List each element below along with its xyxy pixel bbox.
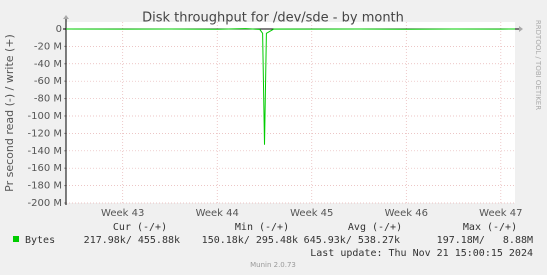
y-tick-label: -80 M xyxy=(34,94,62,105)
x-axis-arrow xyxy=(519,25,523,32)
legend-cell: 645.93k/ 538.27k xyxy=(304,235,400,246)
legend-header: Cur (-/+) xyxy=(113,222,167,233)
legend-cell: 217.98k/ 455.88k xyxy=(84,235,180,246)
y-tick-label: -100 M xyxy=(27,111,62,122)
x-tick-label: Week 44 xyxy=(196,208,239,219)
last-update: Last update: Thu Nov 21 15:00:15 2024 xyxy=(310,248,533,259)
watermark: RRDTOOL / TOBI OETIKER xyxy=(534,20,542,110)
footer: Munin 2.0.73 xyxy=(250,261,296,269)
y-tick-label: 0 xyxy=(56,24,62,35)
y-tick-label: -200 M xyxy=(27,198,62,209)
legend-swatch xyxy=(13,236,19,242)
legend-header: Min (-/+) xyxy=(235,222,289,233)
chart-title: Disk throughput for /dev/sde - by month xyxy=(142,11,404,26)
y-tick-label: -140 M xyxy=(27,146,62,157)
legend-cell: 150.18k/ 295.48k xyxy=(202,235,298,246)
x-tick-label: Week 46 xyxy=(385,208,428,219)
x-tick-label: Week 47 xyxy=(479,208,522,219)
legend-cell: 197.18M/ 8.88M xyxy=(437,235,533,246)
y-tick-label: -160 M xyxy=(27,163,62,174)
legend-header: Avg (-/+) xyxy=(348,222,402,233)
plot-area xyxy=(66,22,515,203)
y-tick-label: -60 M xyxy=(34,76,62,87)
x-tick-label: Week 45 xyxy=(290,208,333,219)
y-axis-arrow xyxy=(63,15,69,19)
data-line xyxy=(65,28,516,145)
y-tick-label: -20 M xyxy=(34,41,62,52)
legend-label: Bytes xyxy=(25,235,55,246)
y-tick-label: -120 M xyxy=(27,128,62,139)
y-axis-label: Pr second read (-) / write (+) xyxy=(3,34,16,192)
y-tick-label: -40 M xyxy=(34,59,62,70)
legend-header: Max (-/+) xyxy=(463,222,517,233)
y-tick-label: -180 M xyxy=(27,181,62,192)
x-tick-label: Week 43 xyxy=(101,208,144,219)
